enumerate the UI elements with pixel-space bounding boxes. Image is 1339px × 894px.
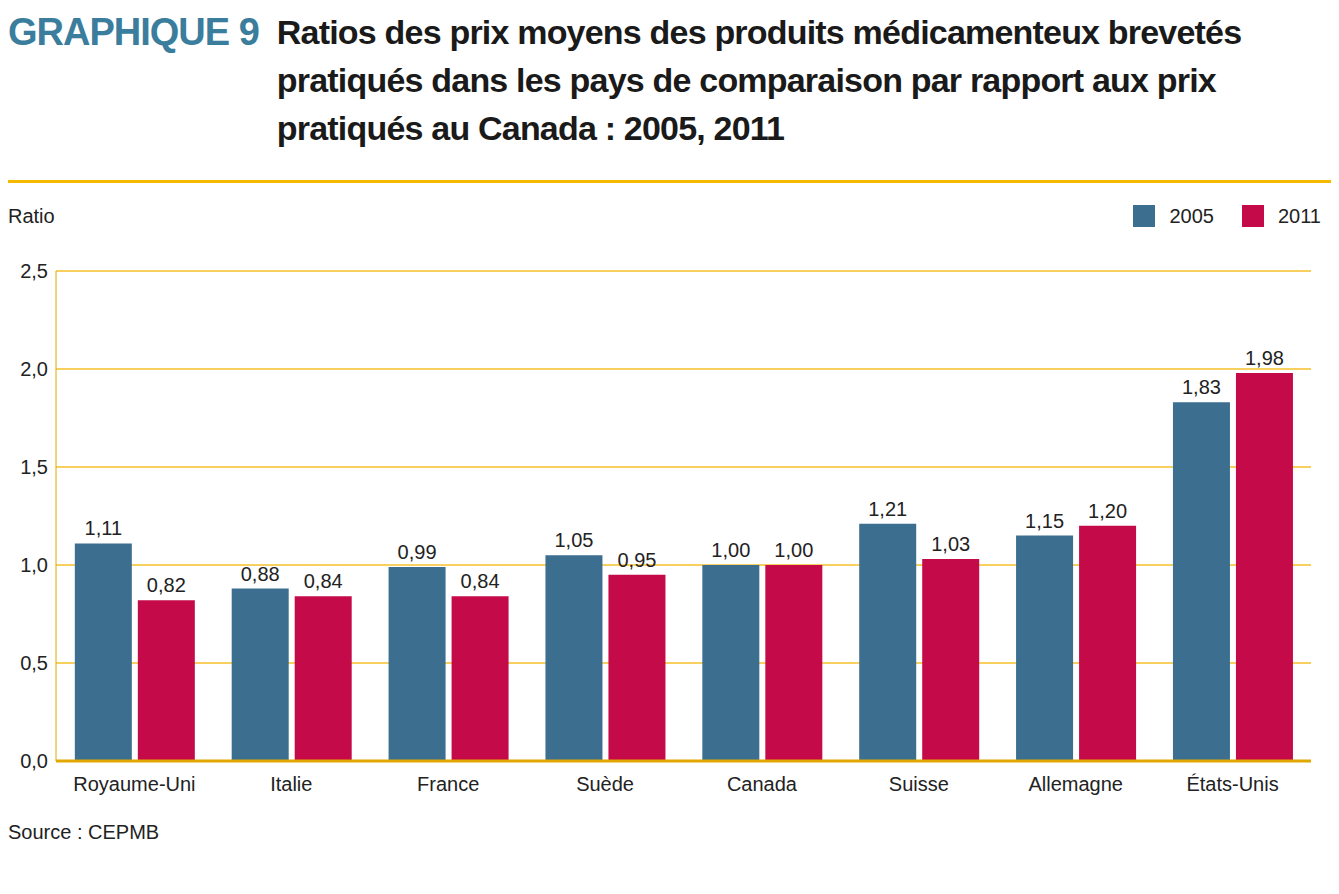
svg-text:1,20: 1,20 bbox=[1088, 500, 1127, 522]
svg-text:Suède: Suède bbox=[576, 773, 634, 795]
svg-text:1,5: 1,5 bbox=[20, 456, 48, 478]
svg-text:Italie: Italie bbox=[270, 773, 312, 795]
svg-text:Canada: Canada bbox=[727, 773, 798, 795]
svg-text:1,00: 1,00 bbox=[711, 539, 750, 561]
html-text:2005: 2005 bbox=[1169, 204, 1214, 227]
svg-text:France: France bbox=[417, 773, 479, 795]
html-text:Ratio: Ratio bbox=[8, 204, 55, 227]
svg-text:0,95: 0,95 bbox=[617, 549, 656, 571]
svg-text:0,88: 0,88 bbox=[241, 563, 280, 585]
svg-text:2,5: 2,5 bbox=[20, 260, 48, 282]
svg-text:États-Unis: États-Unis bbox=[1186, 773, 1278, 795]
svg-text:1,98: 1,98 bbox=[1245, 347, 1284, 369]
svg-text:1,21: 1,21 bbox=[868, 498, 907, 520]
html-text:GRAPHIQUE 9: GRAPHIQUE 9 bbox=[8, 11, 259, 53]
html-text:Ratios des prix moyens des pro: Ratios des prix moyens des produits médi… bbox=[276, 13, 1242, 147]
svg-text:2,0: 2,0 bbox=[20, 358, 48, 380]
svg-text:Suisse: Suisse bbox=[889, 773, 949, 795]
svg-text:1,05: 1,05 bbox=[554, 529, 593, 551]
html-text:Source : CEPMB: Source : CEPMB bbox=[8, 821, 160, 843]
svg-text:0,84: 0,84 bbox=[304, 570, 343, 592]
svg-text:1,83: 1,83 bbox=[1182, 376, 1221, 398]
svg-text:1,03: 1,03 bbox=[931, 533, 970, 555]
svg-text:Allemagne: Allemagne bbox=[1028, 773, 1123, 795]
svg-text:1,11: 1,11 bbox=[85, 517, 122, 539]
html-text:2011: 2011 bbox=[1278, 204, 1321, 227]
svg-text:1,00: 1,00 bbox=[774, 539, 813, 561]
svg-text:0,99: 0,99 bbox=[398, 541, 437, 563]
svg-text:0,5: 0,5 bbox=[20, 652, 48, 674]
svg-text:Royaume-Uni: Royaume-Uni bbox=[73, 773, 195, 795]
svg-text:1,15: 1,15 bbox=[1025, 510, 1064, 532]
svg-text:1,0: 1,0 bbox=[20, 554, 48, 576]
svg-text:0,0: 0,0 bbox=[20, 750, 48, 772]
svg-text:0,82: 0,82 bbox=[147, 574, 186, 596]
svg-text:0,84: 0,84 bbox=[461, 570, 500, 592]
